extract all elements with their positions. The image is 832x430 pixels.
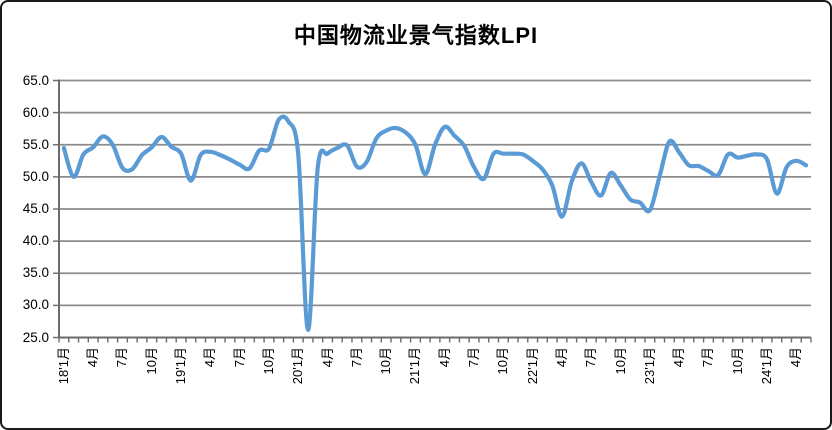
x-axis-label: 4月 [788,347,804,368]
x-axis-label: 7月 [114,347,130,368]
x-axis-label: 4月 [319,347,335,368]
y-axis-label: 25.0 [22,329,49,345]
x-axis-label: 4月 [436,347,452,368]
x-axis-label: 4月 [85,347,101,368]
y-axis-label: 50.0 [22,168,49,184]
x-axis-label: 7月 [231,347,247,368]
x-axis-label: 10月 [260,347,276,375]
x-axis-label: 24'1月 [759,347,775,385]
x-axis-label: 4月 [202,347,218,368]
x-axis-label: 23'1月 [641,347,657,385]
x-axis-label: 7月 [700,347,716,368]
x-axis-label: 22'1月 [524,347,540,385]
x-axis-label: 10月 [729,347,745,375]
x-axis-label: 7月 [466,347,482,368]
y-axis-label: 55.0 [22,136,49,152]
y-axis-label: 65.0 [22,72,49,88]
x-axis-label: 21'1月 [407,347,423,385]
x-axis-label: 7月 [348,347,364,368]
y-axis-label: 30.0 [22,297,49,313]
y-axis-label: 60.0 [22,104,49,120]
x-axis-label: 4月 [671,347,687,368]
x-axis-label: 7月 [583,347,599,368]
x-axis-label: 10月 [378,347,394,375]
x-axis-label: 10月 [612,347,628,375]
x-axis-label: 10月 [143,347,159,375]
lpi-line-series [61,114,809,332]
y-axis-label: 35.0 [22,265,49,281]
x-axis-label: 10月 [495,347,511,375]
x-axis-label: 18'1月 [55,347,71,385]
x-axis-label: 20'1月 [290,347,306,385]
y-axis-label: 40.0 [22,233,49,249]
x-axis-label: 19'1月 [173,347,189,385]
y-axis-label: 45.0 [22,201,49,216]
x-axis-label: 4月 [553,347,569,368]
chart-title: 中国物流业景气指数LPI [293,23,539,48]
